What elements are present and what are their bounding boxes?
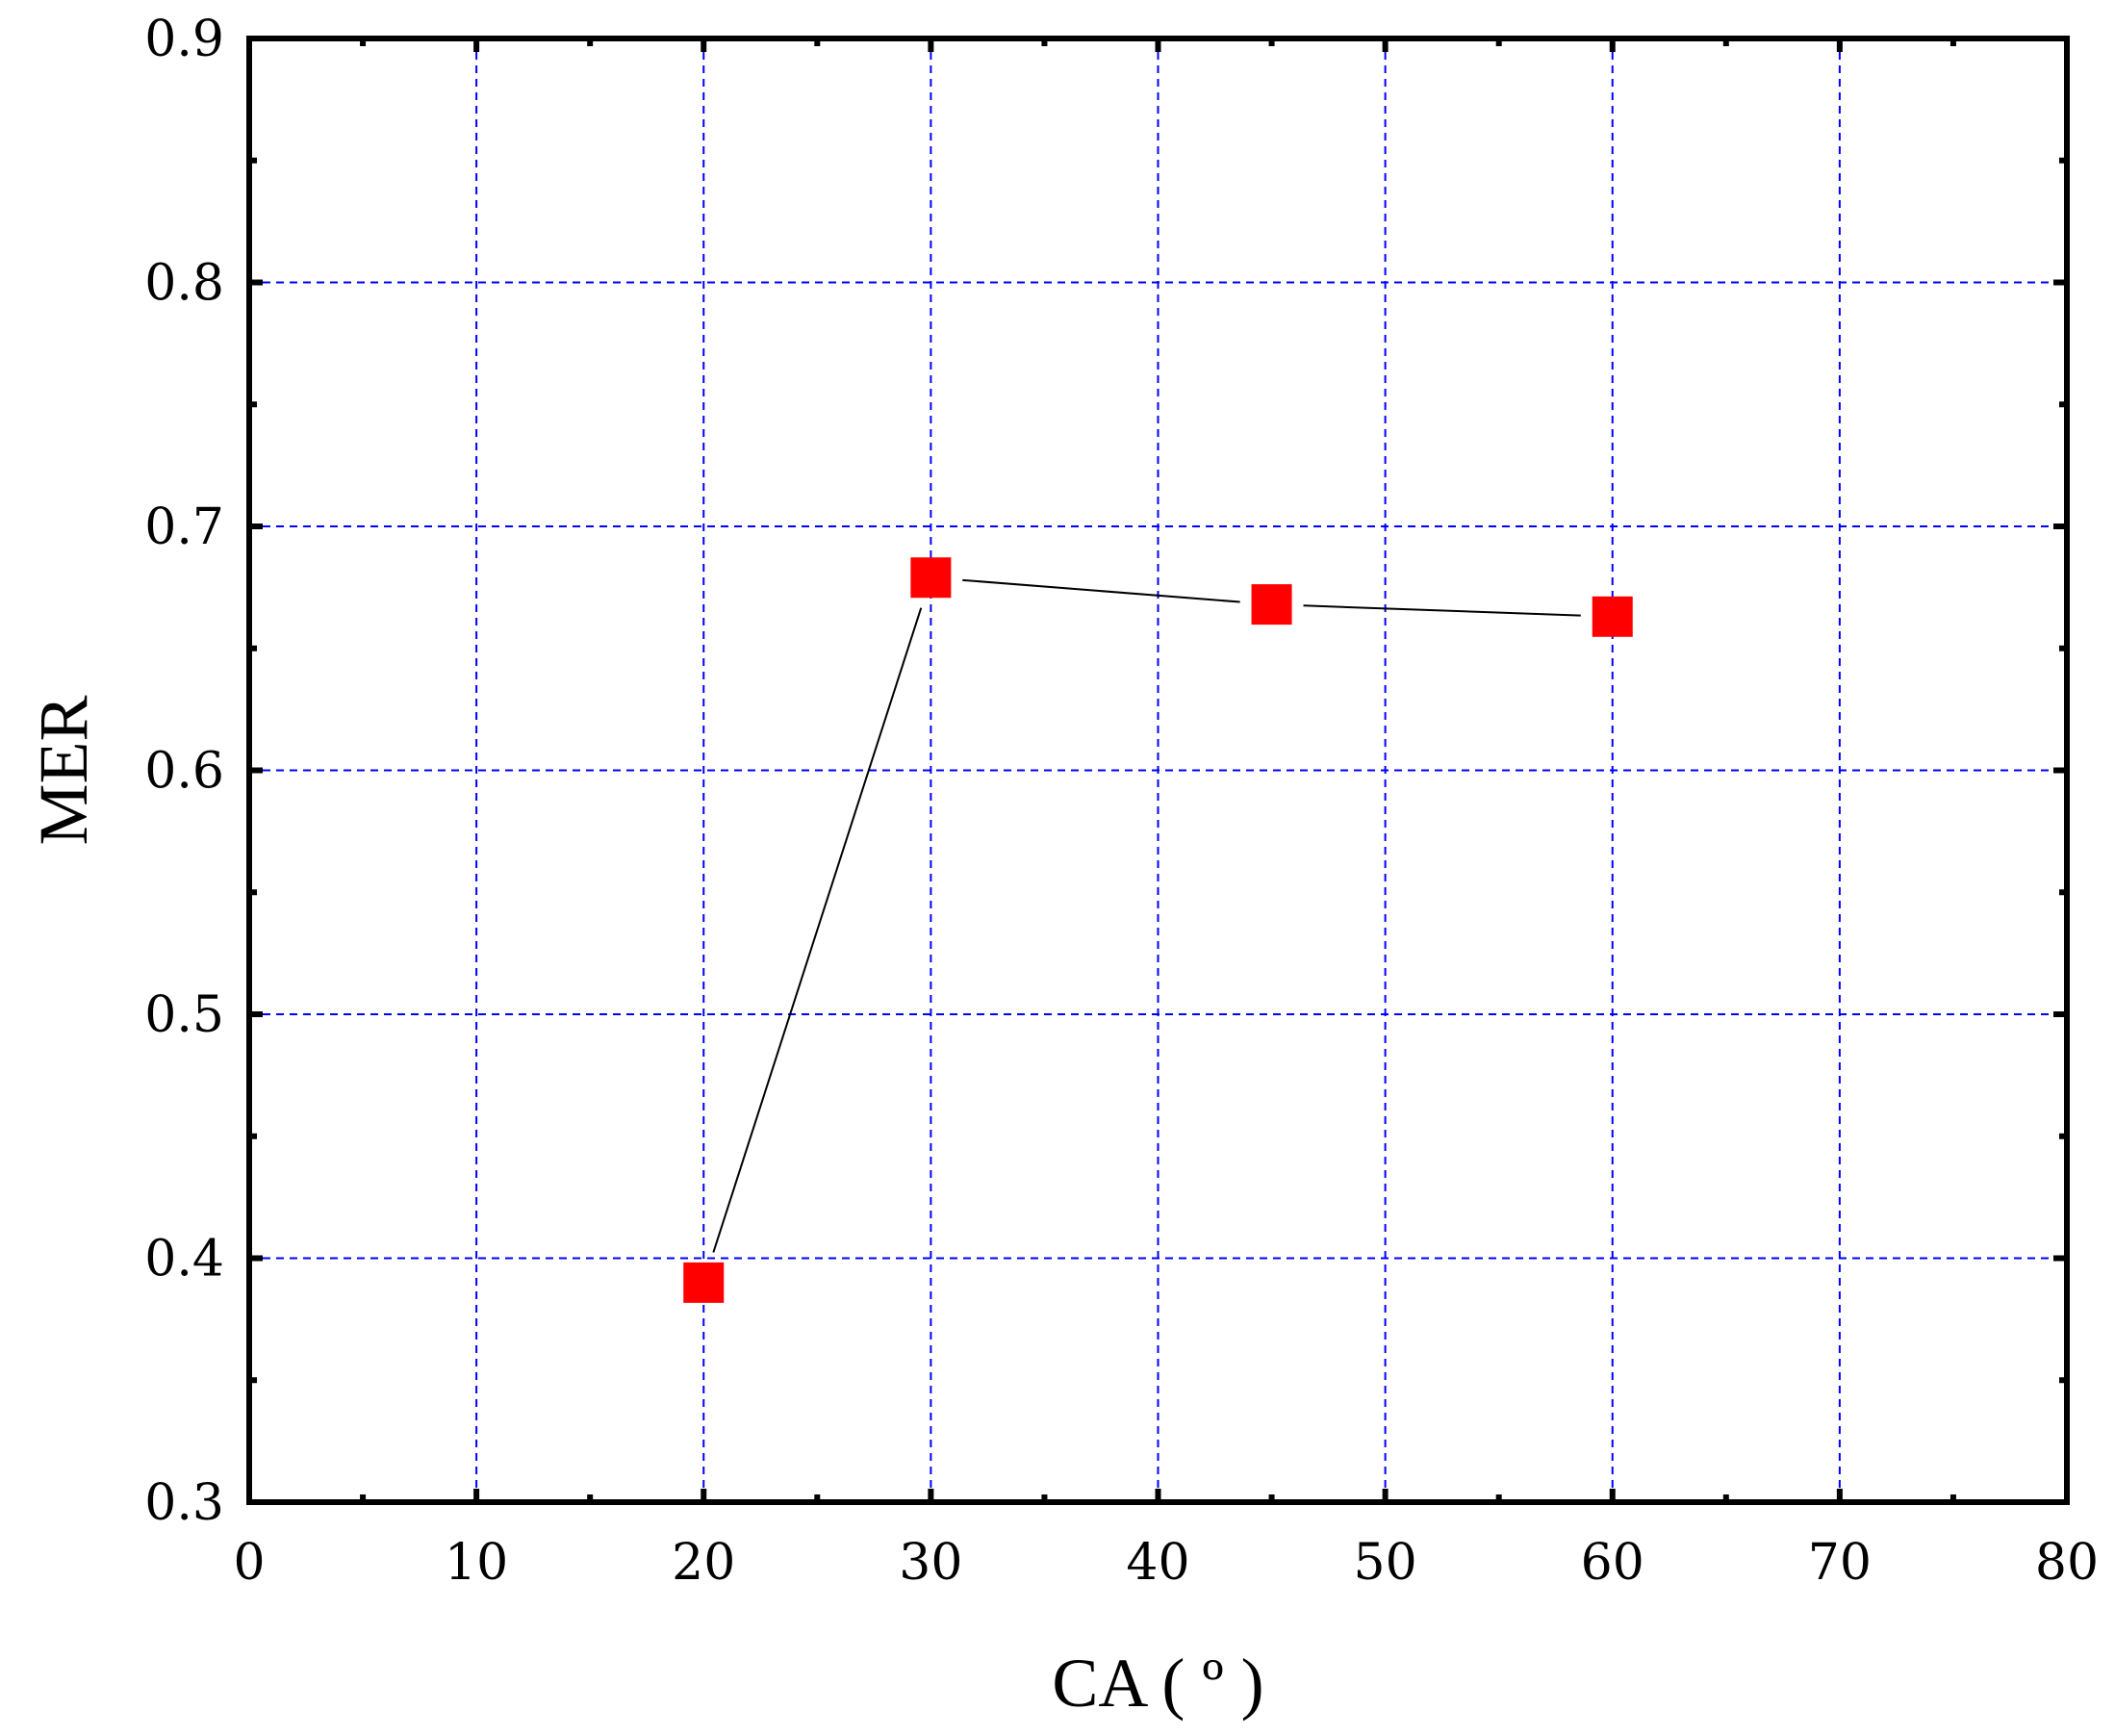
data-point-2: [1251, 584, 1292, 625]
x-tick-label-1: 10: [445, 1534, 508, 1592]
y-tick-label-4: 0.7: [144, 498, 224, 556]
y-tick-label-1: 0.4: [144, 1231, 224, 1289]
grid-lines: [249, 38, 2067, 1502]
tick-labels: 0 10 20 30 40 50 60 70 80 0.3 0.4 0.5 0.6 0.7 0.8 0.9: [144, 11, 2099, 1592]
x-tick-label-6: 60: [1581, 1534, 1644, 1592]
series-layer: [683, 557, 1633, 1303]
data-point-0: [683, 1262, 725, 1303]
y-axis-title: MER: [25, 695, 102, 845]
x-tick-label-4: 40: [1126, 1534, 1189, 1592]
x-tick-label-3: 30: [899, 1534, 962, 1592]
series-line-segment-0: [712, 607, 923, 1253]
data-point-3: [1592, 596, 1633, 637]
series-line-segment-1: [962, 578, 1240, 603]
x-tick-label-5: 50: [1354, 1534, 1417, 1592]
y-tick-label-3: 0.6: [144, 743, 224, 801]
y-tick-label-0: 0.3: [144, 1474, 224, 1532]
y-tick-label-6: 0.9: [144, 11, 224, 68]
x-axis-title: CA ( º ): [1052, 1645, 1263, 1722]
x-tick-label-2: 20: [672, 1534, 735, 1592]
series-line-segment-2: [1303, 604, 1581, 617]
y-tick-label-5: 0.8: [144, 255, 224, 313]
data-point-1: [910, 557, 952, 599]
x-tick-label-7: 70: [1808, 1534, 1872, 1592]
plot-frame: [246, 36, 2070, 1505]
x-tick-label-8: 80: [2035, 1534, 2099, 1592]
y-tick-label-2: 0.5: [144, 986, 224, 1044]
x-tick-label-0: 0: [233, 1534, 265, 1592]
